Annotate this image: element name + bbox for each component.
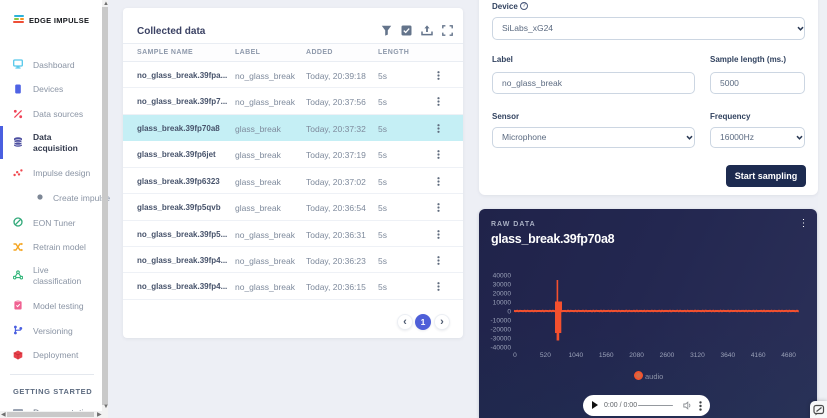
svg-text:2080: 2080 <box>629 352 644 359</box>
svg-text:1040: 1040 <box>568 352 583 359</box>
svg-text:0: 0 <box>513 352 517 359</box>
svg-text:-40000: -40000 <box>490 344 511 351</box>
svg-text:4160: 4160 <box>751 352 766 359</box>
svg-text:40000: 40000 <box>493 272 512 279</box>
svg-text:0: 0 <box>507 308 511 315</box>
svg-text:10000: 10000 <box>493 299 512 306</box>
svg-text:30000: 30000 <box>493 281 512 288</box>
svg-text:20000: 20000 <box>493 290 512 297</box>
svg-text:3640: 3640 <box>720 352 735 359</box>
svg-text:-10000: -10000 <box>490 317 511 324</box>
svg-text:-20000: -20000 <box>490 326 511 333</box>
svg-text:4680: 4680 <box>781 352 796 359</box>
svg-text:520: 520 <box>540 352 551 359</box>
svg-text:1560: 1560 <box>599 352 614 359</box>
svg-text:3120: 3120 <box>690 352 705 359</box>
svg-text:2600: 2600 <box>660 352 675 359</box>
svg-text:-30000: -30000 <box>490 335 511 342</box>
